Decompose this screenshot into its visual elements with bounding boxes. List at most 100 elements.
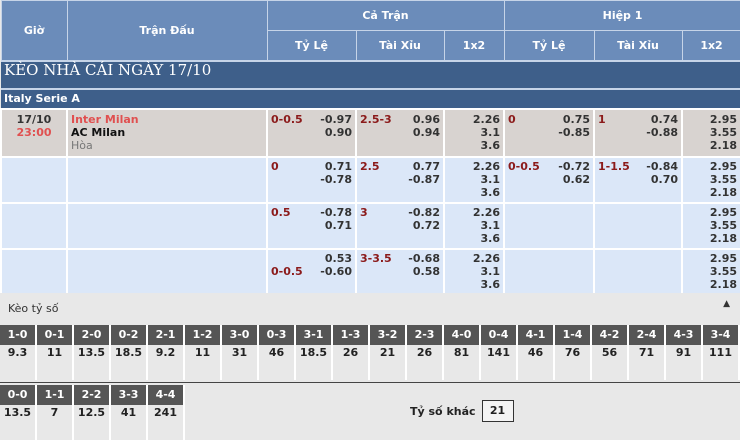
score-cell[interactable]: 1-3 26 (333, 325, 370, 380)
score-cell[interactable]: 0-4 141 (481, 325, 518, 380)
score-cell[interactable]: 0-3 46 (259, 325, 296, 380)
score-label: 4-0 (444, 325, 479, 345)
1x2-cell[interactable]: 2.26 3.1 3.6 (442, 155, 506, 204)
h1-handicap-cell-odds-2: 0.62 (562, 172, 591, 186)
over-under-cell[interactable]: 2.5 0.77 -0.87 (355, 155, 445, 204)
score-cell[interactable]: 4-0 81 (444, 325, 481, 380)
score-odds: 13.5 (77, 346, 106, 359)
h1-1x2-cell-home: 2.95 (709, 159, 738, 173)
1x2-cell-home: 2.26 (472, 251, 501, 265)
handicap-cell[interactable]: 0.5 -0.78 0.71 (266, 201, 357, 250)
score-cell[interactable]: 4-2 56 (592, 325, 629, 380)
h1-handicap-cell[interactable]: 0-0.5 -0.72 0.62 (503, 155, 596, 204)
1x2-cell[interactable]: 2.26 3.1 3.6 (442, 247, 506, 296)
h1-1x2-cell[interactable]: 2.95 3.55 2.18 (681, 201, 740, 250)
handicap-cell-odds-2: -0.78 (320, 172, 352, 186)
h1-over-under-cell[interactable] (593, 247, 684, 296)
1x2-cell[interactable]: 2.26 3.1 3.6 (442, 201, 506, 250)
h1-handicap-cell-odds-1: 0.75 (562, 112, 591, 126)
over-under-cell-line: 3-3.5 (360, 251, 392, 265)
score-label: 4-1 (518, 325, 553, 345)
1x2-cell-away: 3.6 (480, 185, 501, 199)
empty-cell (66, 201, 268, 250)
over-under-cell[interactable]: 2.5-3 0.96 0.94 (355, 107, 445, 158)
1x2-cell-home: 2.26 (472, 112, 501, 126)
score-odds: 31 (231, 346, 248, 359)
empty-cell (0, 155, 68, 204)
handicap-cell[interactable]: 0 0.71 -0.78 (266, 155, 357, 204)
score-label: 2-1 (148, 325, 183, 345)
h1-over-under-cell[interactable]: 1 0.74 -0.88 (593, 107, 684, 158)
other-score: Tỷ số khác 21 (410, 400, 514, 422)
h1-over-under-cell[interactable]: 1-1.5 -0.84 0.70 (593, 155, 684, 204)
score-cell[interactable]: 0-2 18.5 (111, 325, 148, 380)
score-cell[interactable]: 4-3 91 (666, 325, 703, 380)
score-cell[interactable]: 1-4 76 (555, 325, 592, 380)
score-cell[interactable]: 3-3 41 (111, 385, 148, 440)
score-cell[interactable]: 2-4 71 (629, 325, 666, 380)
score-cell[interactable]: 1-2 11 (185, 325, 222, 380)
over-under-cell-odds-2: 0.72 (412, 218, 440, 232)
match-date: 17/10 (16, 112, 52, 126)
score-label: 4-2 (592, 325, 627, 345)
score-label: 4-3 (666, 325, 701, 345)
home-team[interactable]: Inter Milan (71, 112, 139, 126)
over-under-cell-line: 3 (360, 205, 368, 219)
score-cell[interactable]: 1-0 9.3 (0, 325, 37, 380)
score-cell[interactable]: 2-2 12.5 (74, 385, 111, 440)
header-tai-xiu: Tài Xỉu (355, 30, 445, 61)
h1-handicap-cell[interactable] (503, 247, 596, 296)
over-under-cell-odds-2: 0.94 (412, 125, 440, 139)
over-under-cell[interactable]: 3 -0.82 0.72 (355, 201, 445, 250)
score-label: 3-1 (296, 325, 331, 345)
score-odds: 9.3 (7, 346, 28, 359)
score-cell[interactable]: 3-4 111 (703, 325, 740, 380)
h1-1x2-cell-draw: 3.55 (709, 264, 738, 278)
league-name[interactable]: Italy Serie A (1, 87, 740, 109)
1x2-cell[interactable]: 2.26 3.1 3.6 (442, 107, 506, 158)
handicap-cell[interactable]: 0-0.5 0.53 -0.60 (266, 247, 357, 296)
score-odds: 7 (50, 406, 59, 419)
handicap-cell-odds-1: -0.78 (320, 205, 352, 219)
h1-1x2-cell-home: 2.95 (709, 112, 738, 126)
h1-handicap-cell-odds-2: -0.85 (558, 125, 591, 139)
handicap-cell[interactable]: 0-0.5 -0.97 0.90 (266, 107, 357, 158)
h1-1x2-cell[interactable]: 2.95 3.55 2.18 (681, 107, 740, 158)
score-odds: 46 (527, 346, 544, 359)
score-cell[interactable]: 1-1 7 (37, 385, 74, 440)
header-tran-dau: Trận Đấu (66, 0, 268, 61)
score-cell[interactable]: 2-3 26 (407, 325, 444, 380)
score-cell[interactable]: 4-4 241 (148, 385, 185, 440)
h1-1x2-cell[interactable]: 2.95 3.55 2.18 (681, 247, 740, 296)
score-cell[interactable]: 4-1 46 (518, 325, 555, 380)
odds-row: 0-0.5 0.53 -0.60 3-3.5 -0.68 0.58 2.26 3.1 3.6 2.… (0, 247, 740, 296)
score-odds: 56 (601, 346, 618, 359)
score-cell[interactable]: 0-0 13.5 (0, 385, 37, 440)
score-cell[interactable]: 3-0 31 (222, 325, 259, 380)
h1-over-under-cell[interactable] (593, 201, 684, 250)
away-team[interactable]: AC Milan (71, 125, 126, 139)
over-under-cell-line: 2.5 (360, 159, 380, 173)
score-cell[interactable]: 3-2 21 (370, 325, 407, 380)
other-score-value[interactable]: 21 (481, 400, 514, 422)
h1-handicap-cell[interactable] (503, 201, 596, 250)
score-row-1: 1-0 9.3 0-1 11 2-0 13.5 0-2 18.5 2-1 9.2 1-2 11 3-0 3… (0, 325, 740, 380)
score-cell[interactable]: 2-0 13.5 (74, 325, 111, 380)
collapse-arrow-icon[interactable]: ▲ (723, 299, 730, 309)
score-cell[interactable]: 0-1 11 (37, 325, 74, 380)
over-under-cell-odds-1: 0.96 (412, 112, 440, 126)
1x2-cell-draw: 3.1 (480, 264, 501, 278)
score-label: 3-4 (703, 325, 738, 345)
1x2-cell-home: 2.26 (472, 159, 501, 173)
score-label: 1-2 (185, 325, 220, 345)
h1-handicap-cell[interactable]: 0 0.75 -0.85 (503, 107, 596, 158)
score-cell[interactable]: 3-1 18.5 (296, 325, 333, 380)
h1-1x2-cell[interactable]: 2.95 3.55 2.18 (681, 155, 740, 204)
1x2-cell-home: 2.26 (472, 205, 501, 219)
h1-over-under-cell-odds-1: -0.84 (646, 159, 679, 173)
over-under-cell[interactable]: 3-3.5 -0.68 0.58 (355, 247, 445, 296)
empty-cell (66, 155, 268, 204)
correct-score-section: Kèo tỷ số ▲ 1-0 9.3 0-1 11 2-0 13.5 0-2 18.5 2-1… (0, 293, 740, 440)
handicap-cell-odds-2: 0.71 (324, 218, 352, 232)
score-cell[interactable]: 2-1 9.2 (148, 325, 185, 380)
